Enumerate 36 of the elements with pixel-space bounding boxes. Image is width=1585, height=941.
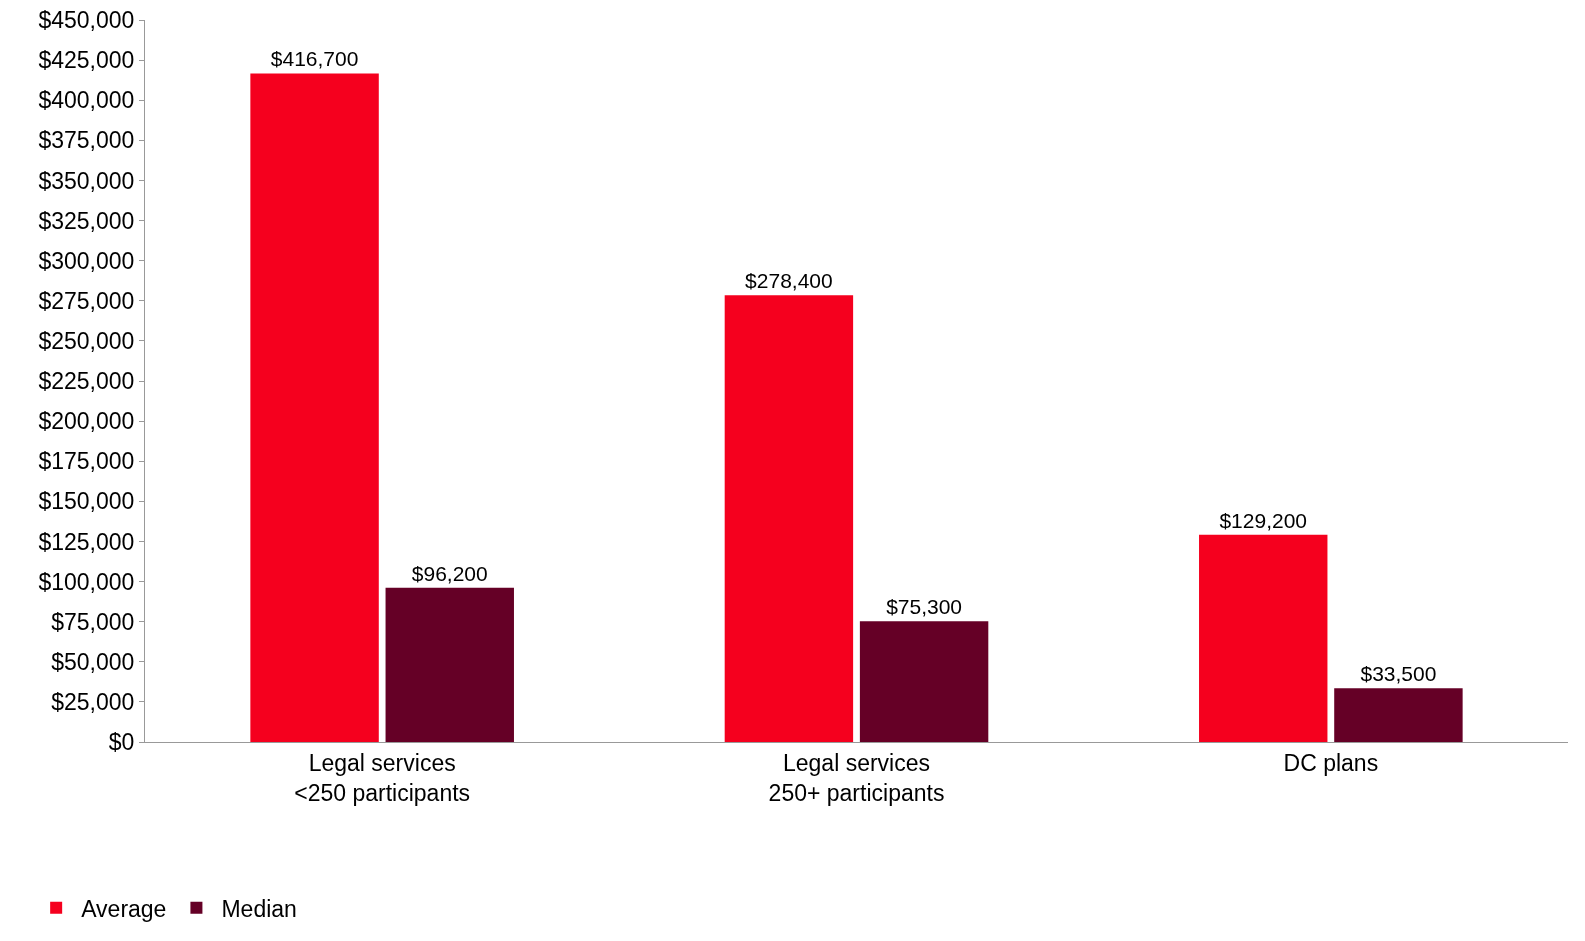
bar <box>1334 688 1463 742</box>
y-tick-label: $75,000 <box>51 608 135 635</box>
y-tick-label: $25,000 <box>51 688 135 715</box>
y-tick-label: $400,000 <box>38 87 135 114</box>
bar <box>859 621 989 742</box>
data-label: $75,300 <box>886 595 963 619</box>
y-tick-label: $175,000 <box>38 448 135 475</box>
y-tick-label: $325,000 <box>38 207 135 234</box>
y-tick-label: $375,000 <box>38 127 135 154</box>
y-tick-label: $250,000 <box>38 327 135 354</box>
data-label: $129,200 <box>1219 508 1308 532</box>
bar <box>724 295 854 742</box>
data-label: $33,500 <box>1360 662 1437 686</box>
bar <box>385 587 514 742</box>
data-label: $96,200 <box>411 561 488 585</box>
y-tick-label: $300,000 <box>38 247 135 274</box>
legend-label: Average <box>81 895 167 922</box>
legend-label: Median <box>221 895 297 922</box>
y-tick-label: $125,000 <box>38 528 135 555</box>
data-label: $278,400 <box>745 269 833 293</box>
y-tick-label: $150,000 <box>38 488 135 515</box>
y-tick-label: $0 <box>108 729 135 756</box>
y-tick-label: $350,000 <box>38 167 135 194</box>
y-tick-label: $50,000 <box>51 648 135 675</box>
x-tick-label: Legal services <250 participants <box>294 749 471 806</box>
x-tick-label: DC plans <box>1283 749 1379 776</box>
data-label: $416,700 <box>270 47 359 71</box>
y-tick-label: $275,000 <box>38 287 135 314</box>
bar <box>250 73 379 742</box>
y-tick-label: $225,000 <box>38 368 135 395</box>
y-tick-label: $100,000 <box>38 568 135 595</box>
x-tick-label: Legal services 250+ participants <box>768 749 945 806</box>
y-tick-label: $200,000 <box>38 408 135 435</box>
y-tick-label: $450,000 <box>38 7 135 34</box>
bar <box>1199 534 1328 742</box>
y-tick-label: $425,000 <box>38 47 135 74</box>
